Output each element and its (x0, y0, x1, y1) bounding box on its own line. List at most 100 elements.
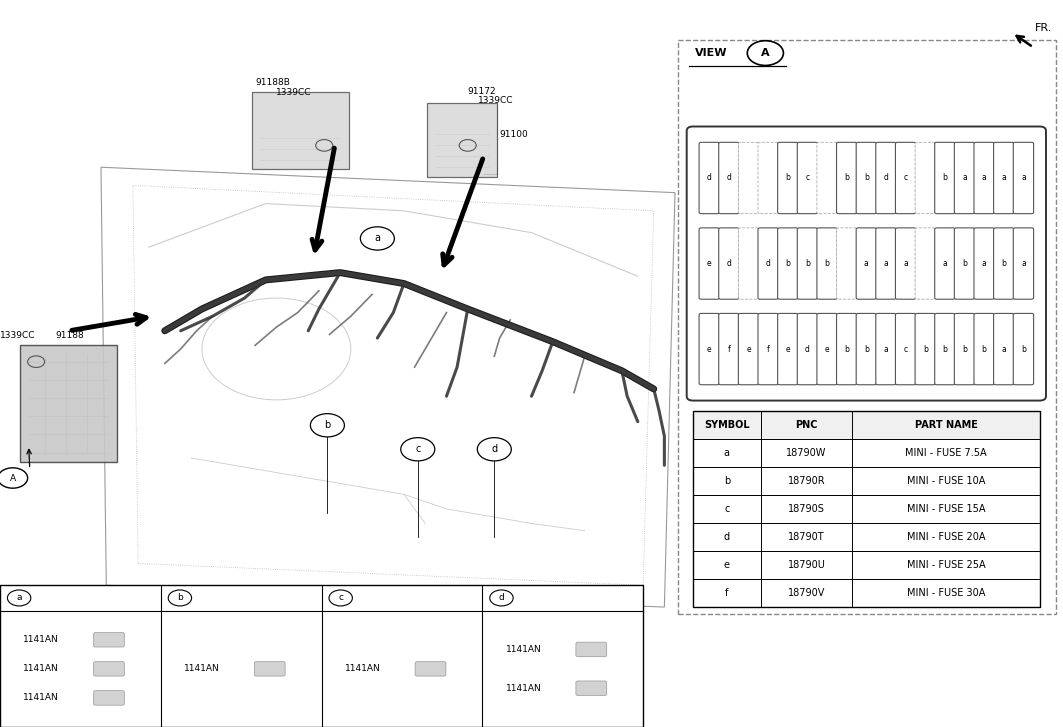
FancyBboxPatch shape (699, 313, 720, 385)
FancyBboxPatch shape (915, 228, 935, 300)
FancyBboxPatch shape (719, 313, 739, 385)
FancyBboxPatch shape (876, 313, 896, 385)
Text: A: A (761, 48, 770, 58)
Text: a: a (864, 259, 868, 268)
Text: c: c (806, 174, 810, 182)
Text: PART NAME: PART NAME (914, 419, 978, 430)
Text: 1141AN: 1141AN (506, 683, 541, 693)
FancyBboxPatch shape (994, 313, 1014, 385)
Text: 1339CC: 1339CC (478, 97, 513, 105)
FancyBboxPatch shape (778, 228, 798, 300)
FancyBboxPatch shape (955, 142, 975, 214)
Text: b: b (825, 259, 829, 268)
FancyBboxPatch shape (856, 228, 877, 300)
FancyBboxPatch shape (739, 228, 759, 300)
Text: b: b (786, 174, 790, 182)
Text: a: a (943, 259, 947, 268)
Text: b: b (1001, 259, 1007, 268)
FancyBboxPatch shape (758, 142, 778, 214)
FancyBboxPatch shape (797, 228, 817, 300)
FancyBboxPatch shape (934, 228, 955, 300)
FancyBboxPatch shape (816, 142, 838, 214)
Text: e: e (707, 259, 711, 268)
Bar (693, 551, 1040, 579)
FancyBboxPatch shape (719, 142, 739, 214)
Text: 18790W: 18790W (787, 448, 827, 458)
Text: 91188: 91188 (55, 331, 84, 340)
Text: e: e (707, 345, 711, 353)
Text: b: b (724, 476, 730, 486)
Text: b: b (1020, 345, 1026, 353)
Text: d: d (765, 259, 771, 268)
FancyBboxPatch shape (719, 228, 739, 300)
Text: e: e (825, 345, 829, 353)
Text: 91188B: 91188B (255, 79, 290, 87)
FancyBboxPatch shape (778, 142, 798, 214)
Text: b: b (923, 345, 928, 353)
FancyBboxPatch shape (837, 313, 857, 385)
FancyBboxPatch shape (797, 313, 817, 385)
FancyBboxPatch shape (915, 142, 935, 214)
Text: VIEW: VIEW (695, 48, 728, 58)
FancyBboxPatch shape (758, 313, 778, 385)
Text: c: c (415, 444, 421, 454)
FancyBboxPatch shape (955, 313, 975, 385)
FancyBboxPatch shape (837, 142, 857, 214)
Bar (678, 40, 1056, 614)
FancyBboxPatch shape (687, 126, 1046, 401)
Text: b: b (324, 420, 331, 430)
Text: b: b (962, 259, 967, 268)
FancyBboxPatch shape (739, 313, 759, 385)
Bar (693, 495, 1040, 523)
Text: c: c (904, 345, 908, 353)
FancyBboxPatch shape (415, 662, 446, 676)
FancyBboxPatch shape (699, 142, 720, 214)
Text: 91100: 91100 (500, 130, 528, 139)
Text: d: d (707, 174, 712, 182)
Text: MINI - FUSE 20A: MINI - FUSE 20A (907, 532, 985, 542)
Text: c: c (724, 504, 729, 514)
Text: 18790V: 18790V (788, 588, 825, 598)
Text: a: a (374, 233, 381, 244)
FancyBboxPatch shape (974, 228, 994, 300)
Bar (693, 439, 1040, 467)
FancyBboxPatch shape (427, 103, 497, 177)
Text: d: d (805, 345, 810, 353)
Text: a: a (1001, 174, 1007, 182)
Text: a: a (883, 345, 889, 353)
Text: b: b (805, 259, 810, 268)
FancyBboxPatch shape (876, 228, 896, 300)
Text: 1141AN: 1141AN (344, 664, 381, 673)
Text: e: e (724, 560, 730, 570)
Text: d: d (726, 259, 731, 268)
Bar (693, 579, 1040, 607)
FancyBboxPatch shape (856, 313, 877, 385)
Text: MINI - FUSE 25A: MINI - FUSE 25A (907, 560, 985, 570)
FancyBboxPatch shape (816, 313, 838, 385)
FancyBboxPatch shape (94, 632, 124, 647)
Text: b: b (962, 345, 967, 353)
Text: 18790T: 18790T (789, 532, 825, 542)
Text: b: b (844, 345, 849, 353)
FancyBboxPatch shape (778, 313, 798, 385)
FancyBboxPatch shape (254, 662, 285, 676)
Text: a: a (962, 174, 967, 182)
Text: a: a (904, 259, 908, 268)
Text: f: f (727, 345, 730, 353)
Text: 1339CC: 1339CC (276, 88, 311, 97)
Text: 91172: 91172 (468, 87, 496, 96)
FancyBboxPatch shape (955, 228, 975, 300)
Bar (693, 467, 1040, 495)
FancyBboxPatch shape (1013, 228, 1033, 300)
Text: a: a (1001, 345, 1007, 353)
FancyBboxPatch shape (895, 228, 916, 300)
Text: d: d (491, 444, 497, 454)
Text: b: b (943, 174, 947, 182)
FancyBboxPatch shape (856, 142, 877, 214)
Text: MINI - FUSE 15A: MINI - FUSE 15A (907, 504, 985, 514)
FancyBboxPatch shape (20, 345, 117, 462)
Text: b: b (786, 259, 790, 268)
Text: b: b (982, 345, 986, 353)
Text: a: a (1022, 259, 1026, 268)
Text: d: d (726, 174, 731, 182)
